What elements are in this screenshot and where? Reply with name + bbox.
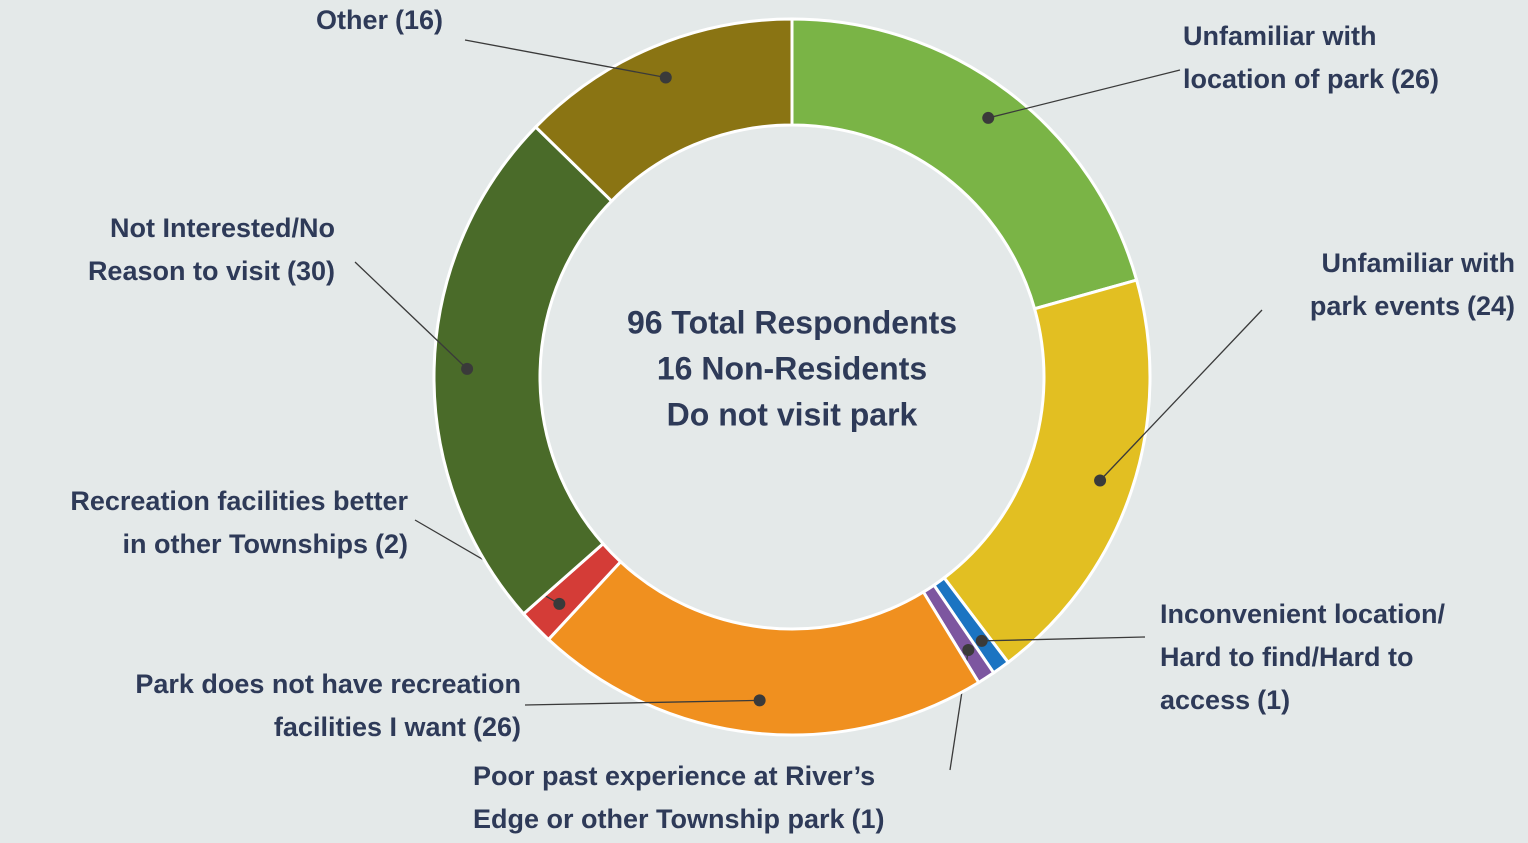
leader-dot bbox=[553, 597, 566, 610]
slice-label: Unfamiliar with bbox=[1183, 21, 1377, 51]
slice-label: Hard to find/Hard to bbox=[1160, 642, 1413, 672]
slice-label: access (1) bbox=[1160, 685, 1290, 715]
leader-line bbox=[524, 699, 760, 706]
slice-label: park events (24) bbox=[1310, 291, 1515, 321]
category-text: facilities I want bbox=[274, 712, 466, 742]
category-text: location of park bbox=[1183, 64, 1385, 94]
slice-label: location of park (26) bbox=[1183, 64, 1439, 94]
slice-label: Recreation facilities better bbox=[70, 486, 408, 516]
slice-label: facilities I want (26) bbox=[274, 712, 521, 742]
category-text: Unfamiliar with bbox=[1321, 248, 1515, 278]
slice-label: Inconvenient location/ bbox=[1160, 599, 1446, 629]
slice-label: Unfamiliar with bbox=[1321, 248, 1515, 278]
leader-dot bbox=[962, 644, 975, 657]
leader-dot bbox=[975, 634, 988, 647]
slice-label: in other Townships (2) bbox=[123, 529, 409, 559]
leader-line bbox=[354, 261, 468, 370]
donut-slice bbox=[790, 17, 1139, 311]
slice-label: Poor past experience at River’s bbox=[473, 761, 875, 791]
donut-slice bbox=[432, 124, 614, 617]
category-text: Hard to find/Hard to bbox=[1160, 642, 1413, 672]
leader-line bbox=[988, 69, 1181, 119]
slice-label: Other (16) bbox=[316, 5, 443, 35]
category-text: Recreation facilities better bbox=[70, 486, 408, 516]
leader-dot bbox=[1094, 474, 1107, 487]
leader-line bbox=[464, 39, 666, 79]
slice-label: Edge or other Township park (1) bbox=[473, 804, 885, 834]
value-label: (1) bbox=[852, 804, 885, 834]
category-text: access bbox=[1160, 685, 1250, 715]
value-label: (30) bbox=[287, 256, 335, 286]
center-text: 96 Total Respondents bbox=[627, 304, 957, 340]
category-text: Unfamiliar with bbox=[1183, 21, 1377, 51]
category-text: Poor past experience at River’s bbox=[473, 761, 875, 791]
slice-label: Reason to visit (30) bbox=[88, 256, 335, 286]
value-label: (1) bbox=[1257, 685, 1290, 715]
value-label: (24) bbox=[1467, 291, 1515, 321]
donut-slice bbox=[533, 17, 794, 204]
value-label: (2) bbox=[375, 529, 408, 559]
category-text: Not Interested/No bbox=[110, 213, 335, 243]
donut-slice bbox=[942, 278, 1152, 665]
leader-line bbox=[981, 636, 1146, 642]
center-text: 16 Non-Residents bbox=[657, 350, 927, 386]
category-text: Inconvenient location/ bbox=[1160, 599, 1446, 629]
slice-label: Park does not have recreation bbox=[135, 669, 521, 699]
slice-label: Not Interested/No bbox=[110, 213, 335, 243]
value-label: (26) bbox=[473, 712, 521, 742]
category-text: Other bbox=[316, 5, 389, 35]
leader-dot bbox=[982, 111, 995, 124]
category-text: Reason to visit bbox=[88, 256, 280, 286]
value-label: (16) bbox=[395, 5, 443, 35]
leader-dot bbox=[659, 71, 672, 84]
category-text: Park does not have recreation bbox=[135, 669, 521, 699]
value-label: (26) bbox=[1391, 64, 1439, 94]
donut-slice bbox=[546, 559, 981, 737]
leader-dot bbox=[753, 694, 766, 707]
category-text: Edge or other Township park bbox=[473, 804, 846, 834]
category-text: park events bbox=[1310, 291, 1460, 321]
leader-line bbox=[1099, 309, 1263, 481]
center-text: Do not visit park bbox=[667, 396, 918, 432]
category-text: in other Townships bbox=[123, 529, 369, 559]
leader-dot bbox=[461, 362, 474, 375]
